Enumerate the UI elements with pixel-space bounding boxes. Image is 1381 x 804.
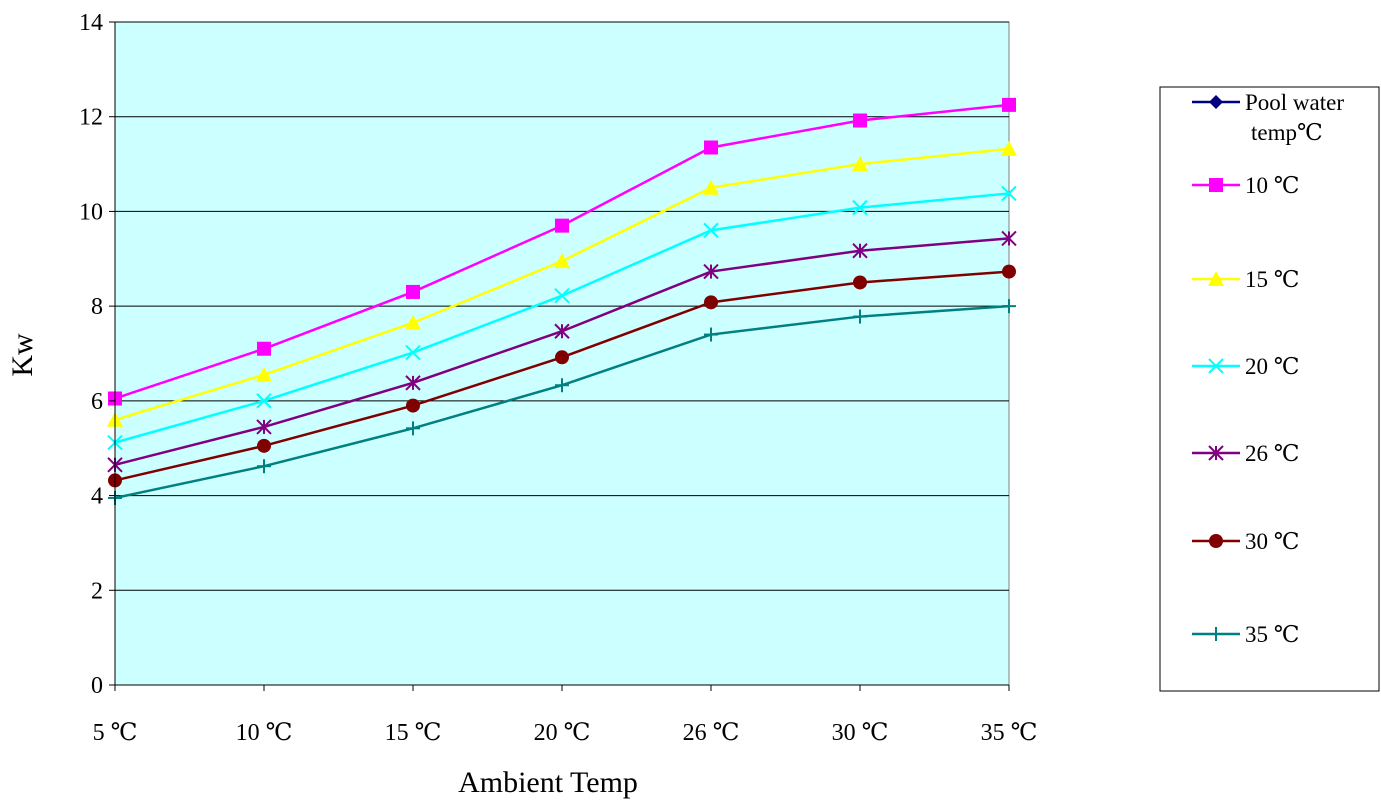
data-point — [555, 218, 569, 233]
data-point — [704, 295, 718, 310]
data-point — [554, 288, 570, 304]
data-point — [554, 323, 570, 339]
data-point — [704, 327, 718, 342]
legend-box — [1159, 86, 1380, 692]
x-tick-label: 35 ℃ — [981, 720, 1038, 746]
data-point — [852, 199, 868, 216]
data-point — [256, 419, 272, 435]
y-tick-label: 6 — [91, 389, 103, 415]
x-tick-label: 26 ℃ — [683, 720, 740, 746]
data-point — [406, 284, 420, 299]
y-tick-label: 0 — [91, 673, 103, 699]
legend-label: 35 ℃ — [1245, 622, 1299, 647]
y-axis-title: Kw — [6, 333, 39, 377]
legend-marker — [1209, 95, 1223, 109]
data-point — [1002, 97, 1016, 112]
data-point — [405, 314, 421, 330]
data-point — [406, 398, 420, 413]
marker-stroke — [852, 199, 868, 216]
legend-label: 30 ℃ — [1245, 529, 1299, 554]
data-point — [703, 263, 719, 280]
data-point — [852, 243, 868, 259]
data-point — [405, 344, 421, 361]
data-point — [703, 179, 719, 195]
data-point — [405, 375, 421, 391]
data-point — [704, 140, 718, 155]
legend-label: 20 ℃ — [1245, 354, 1299, 379]
data-point — [257, 459, 271, 474]
legend-label: 10 ℃ — [1245, 173, 1299, 198]
marker-stroke — [554, 288, 570, 304]
marker-stroke — [405, 344, 421, 361]
x-tick-label: 15 ℃ — [385, 720, 442, 746]
legend-marker — [1208, 271, 1224, 286]
legend-marker — [1209, 534, 1223, 548]
y-tick-label: 10 — [79, 199, 103, 225]
data-point — [555, 378, 569, 393]
data-point — [257, 341, 271, 356]
legend-label-line: temp℃ — [1251, 120, 1323, 145]
marker-stroke — [256, 393, 272, 409]
y-tick-label: 12 — [79, 105, 103, 131]
data-point — [256, 366, 272, 382]
tick-labels: 0 2 4 6 8 10 12 14 5 ℃ 10 ℃ 15 ℃ 20 ℃ 26 ℃ 30 ℃ 35 ℃ — [79, 10, 1037, 746]
y-tick-label: 4 — [91, 484, 103, 510]
marker-stroke — [1001, 185, 1017, 202]
data-point — [1002, 264, 1016, 279]
y-tick-label: 14 — [79, 10, 103, 36]
data-point — [852, 156, 868, 172]
data-point — [1001, 230, 1017, 247]
data-point — [555, 350, 569, 365]
data-point — [1001, 185, 1017, 202]
legend-marker — [1209, 627, 1223, 641]
data-point — [853, 275, 867, 290]
x-tick-label: 10 ℃ — [236, 720, 293, 746]
x-axis-title: Ambient Temp — [458, 766, 638, 799]
marker-stroke — [1208, 358, 1224, 374]
data-point — [257, 438, 271, 453]
axes — [109, 21, 1010, 691]
x-tick-label: 20 ℃ — [534, 720, 591, 746]
legend-label: 26 ℃ — [1245, 441, 1299, 466]
data-point — [703, 222, 719, 239]
data-point — [554, 253, 570, 269]
data-point — [853, 113, 867, 128]
legend-label-line: Pool water — [1245, 90, 1344, 115]
data-point — [1001, 140, 1017, 156]
data-point — [853, 309, 867, 324]
x-tick-label: 5 ℃ — [93, 720, 138, 746]
legend-label: Pool water temp℃ — [1245, 90, 1344, 145]
y-tick-label: 8 — [91, 294, 103, 320]
marker-stroke — [703, 222, 719, 239]
legend: Pool water temp℃ 10 ℃ 15 ℃ 20 ℃ 26 ℃ 30 ℃ 35 ℃ — [1159, 86, 1380, 692]
x-tick-label: 30 ℃ — [832, 720, 889, 746]
legend-label: 15 ℃ — [1245, 267, 1299, 292]
legend-marker — [1209, 178, 1223, 192]
data-point — [256, 393, 272, 409]
legend-marker — [1208, 358, 1224, 374]
legend-marker — [1208, 445, 1224, 461]
y-tick-label: 2 — [91, 578, 103, 604]
data-point — [1002, 299, 1016, 314]
data-point — [406, 421, 420, 436]
